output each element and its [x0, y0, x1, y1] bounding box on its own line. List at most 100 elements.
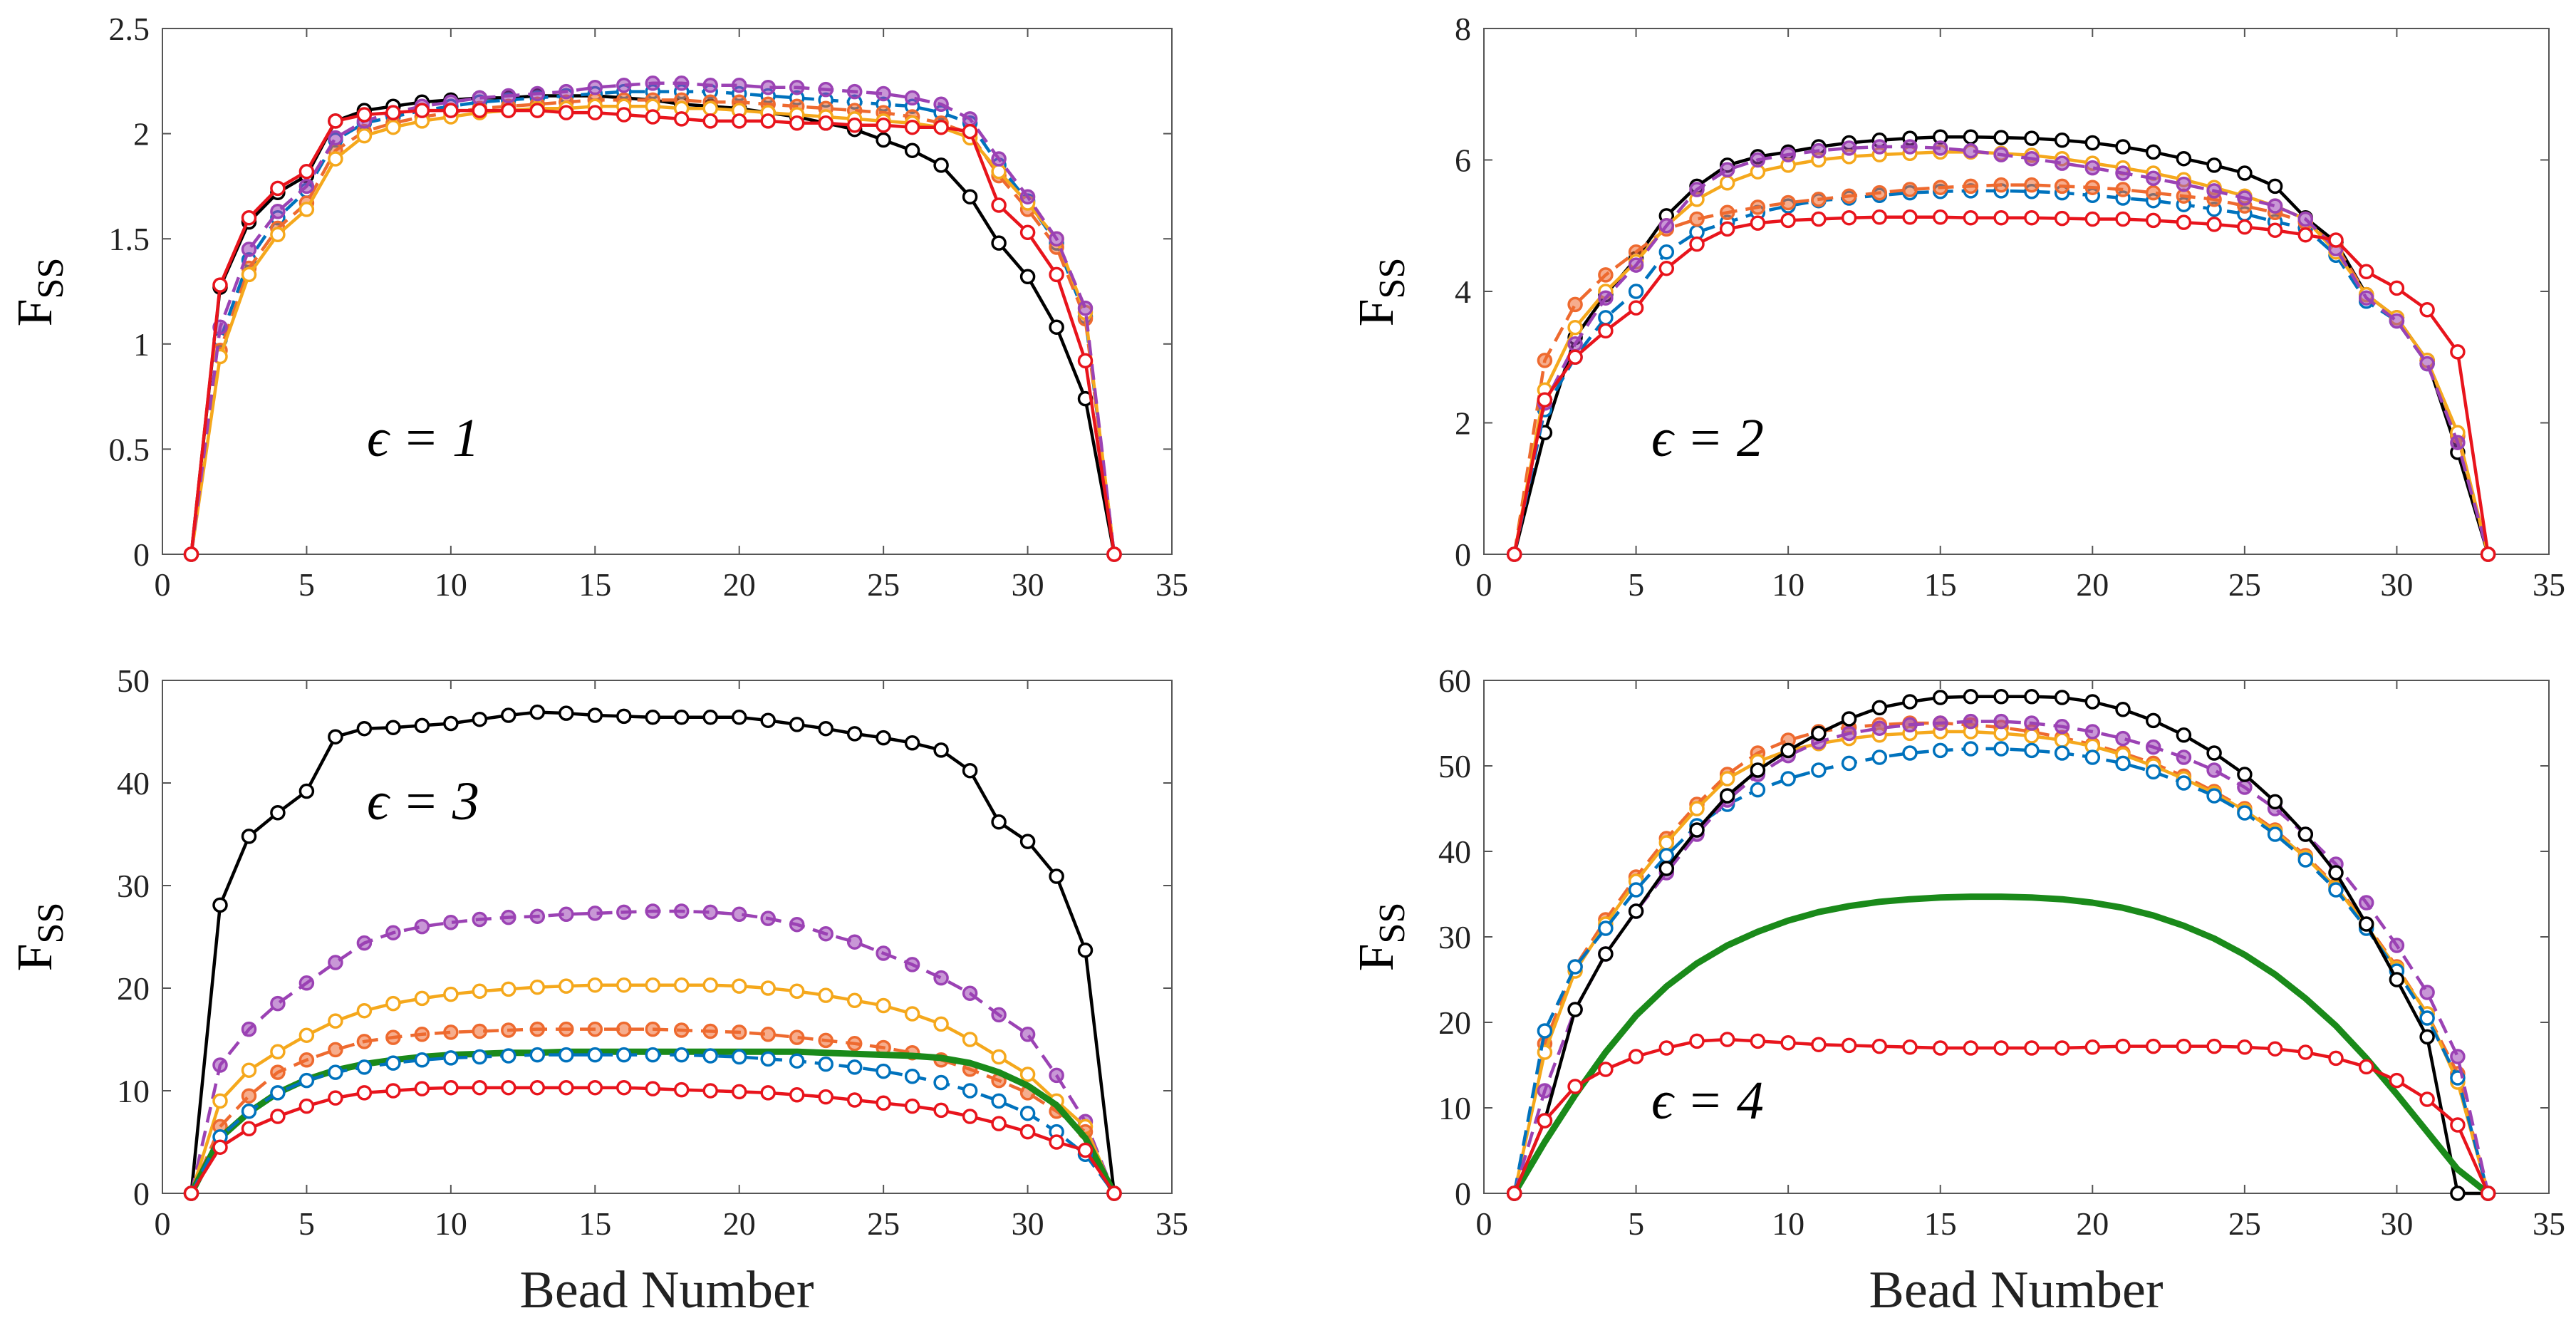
x-tick-label: 20 — [723, 1205, 756, 1242]
data-point — [1628, 903, 1644, 919]
data-point — [1658, 1040, 1675, 1056]
data-point — [789, 1087, 805, 1103]
data-point — [2297, 826, 2314, 842]
data-point — [846, 1059, 863, 1075]
data-point — [991, 235, 1007, 251]
data-point — [1871, 749, 1888, 765]
data-point — [1658, 861, 1675, 876]
data-point — [702, 1083, 718, 1099]
data-point — [789, 79, 805, 95]
data-point — [1567, 349, 1583, 365]
data-point — [846, 726, 863, 742]
y-axis-label-main: F — [1349, 299, 1404, 326]
data-point — [1567, 296, 1583, 313]
data-point — [2328, 865, 2344, 881]
data-point — [991, 814, 1007, 830]
data-point — [443, 1050, 459, 1066]
y-axis-label-sub: SS — [1372, 258, 1413, 299]
data-point — [846, 1036, 863, 1052]
x-tick-label: 0 — [155, 1205, 171, 1242]
data-point — [818, 115, 833, 131]
data-point — [1598, 267, 1614, 283]
data-point — [818, 720, 833, 737]
data-point — [789, 717, 805, 732]
y-tick-label: 40 — [117, 765, 150, 801]
data-point — [1811, 211, 1827, 227]
data-point — [2115, 182, 2131, 197]
data-point — [2024, 209, 2040, 226]
data-point — [2084, 180, 2101, 195]
data-point — [731, 1084, 747, 1100]
data-point — [1689, 801, 1705, 816]
data-point — [1019, 834, 1036, 849]
data-point — [2237, 767, 2253, 782]
data-point — [501, 981, 516, 997]
data-point — [559, 906, 574, 923]
data-point — [616, 1047, 632, 1063]
data-point — [991, 163, 1007, 180]
data-point — [962, 762, 978, 779]
data-point — [270, 805, 286, 821]
x-tick-label: 10 — [435, 566, 467, 603]
data-point — [1993, 177, 2009, 193]
y-axis-label-main: F — [8, 943, 63, 971]
data-point — [962, 189, 978, 204]
data-point — [2054, 178, 2070, 194]
data-point — [933, 96, 949, 113]
data-point — [645, 109, 661, 125]
data-point — [298, 178, 315, 194]
data-point — [702, 904, 718, 920]
data-point — [846, 1092, 863, 1108]
data-point — [876, 1095, 891, 1111]
data-point — [183, 546, 199, 562]
data-point — [356, 935, 373, 951]
data-point — [702, 113, 718, 129]
data-point — [2084, 160, 2101, 176]
data-point — [1780, 194, 1796, 211]
data-point — [2389, 1072, 2405, 1089]
data-point — [702, 77, 718, 93]
data-point — [1750, 152, 1766, 168]
data-point — [1963, 129, 1979, 145]
data-point — [298, 1027, 315, 1043]
data-point — [673, 76, 690, 91]
data-point — [962, 1109, 978, 1124]
data-point — [241, 1062, 257, 1078]
data-point — [356, 1059, 373, 1075]
data-point — [2145, 144, 2161, 160]
data-point — [1811, 1037, 1827, 1052]
data-point — [472, 711, 488, 727]
data-point — [501, 103, 516, 118]
data-point — [328, 1064, 343, 1080]
data-point — [962, 1032, 978, 1047]
data-point — [876, 132, 891, 148]
data-point — [1049, 1134, 1064, 1150]
data-point — [414, 103, 430, 118]
data-point — [2084, 694, 2101, 710]
data-point — [2145, 739, 2161, 755]
y-tick-label: 20 — [1438, 1005, 1471, 1041]
data-point — [1567, 319, 1583, 336]
data-point — [356, 1034, 373, 1049]
data-point — [501, 1022, 516, 1038]
data-point — [1902, 209, 1918, 225]
x-axis-label: Bead Number — [519, 1261, 814, 1319]
data-point — [2419, 1091, 2435, 1107]
data-point — [673, 903, 690, 919]
data-point — [587, 1079, 603, 1096]
data-point — [876, 1063, 891, 1079]
data-point — [818, 1056, 833, 1072]
data-point — [241, 1088, 257, 1104]
series-purple — [183, 76, 1122, 562]
data-point — [1689, 1033, 1705, 1049]
y-tick-label: 30 — [117, 868, 150, 904]
data-point — [2145, 185, 2161, 201]
data-point — [1811, 192, 1827, 207]
data-point — [1871, 700, 1888, 716]
data-point — [933, 157, 949, 173]
data-point — [328, 1042, 343, 1058]
data-point — [1628, 1049, 1644, 1064]
data-point — [385, 995, 401, 1012]
y-tick-label: 50 — [1438, 748, 1471, 784]
data-point — [443, 1024, 459, 1040]
